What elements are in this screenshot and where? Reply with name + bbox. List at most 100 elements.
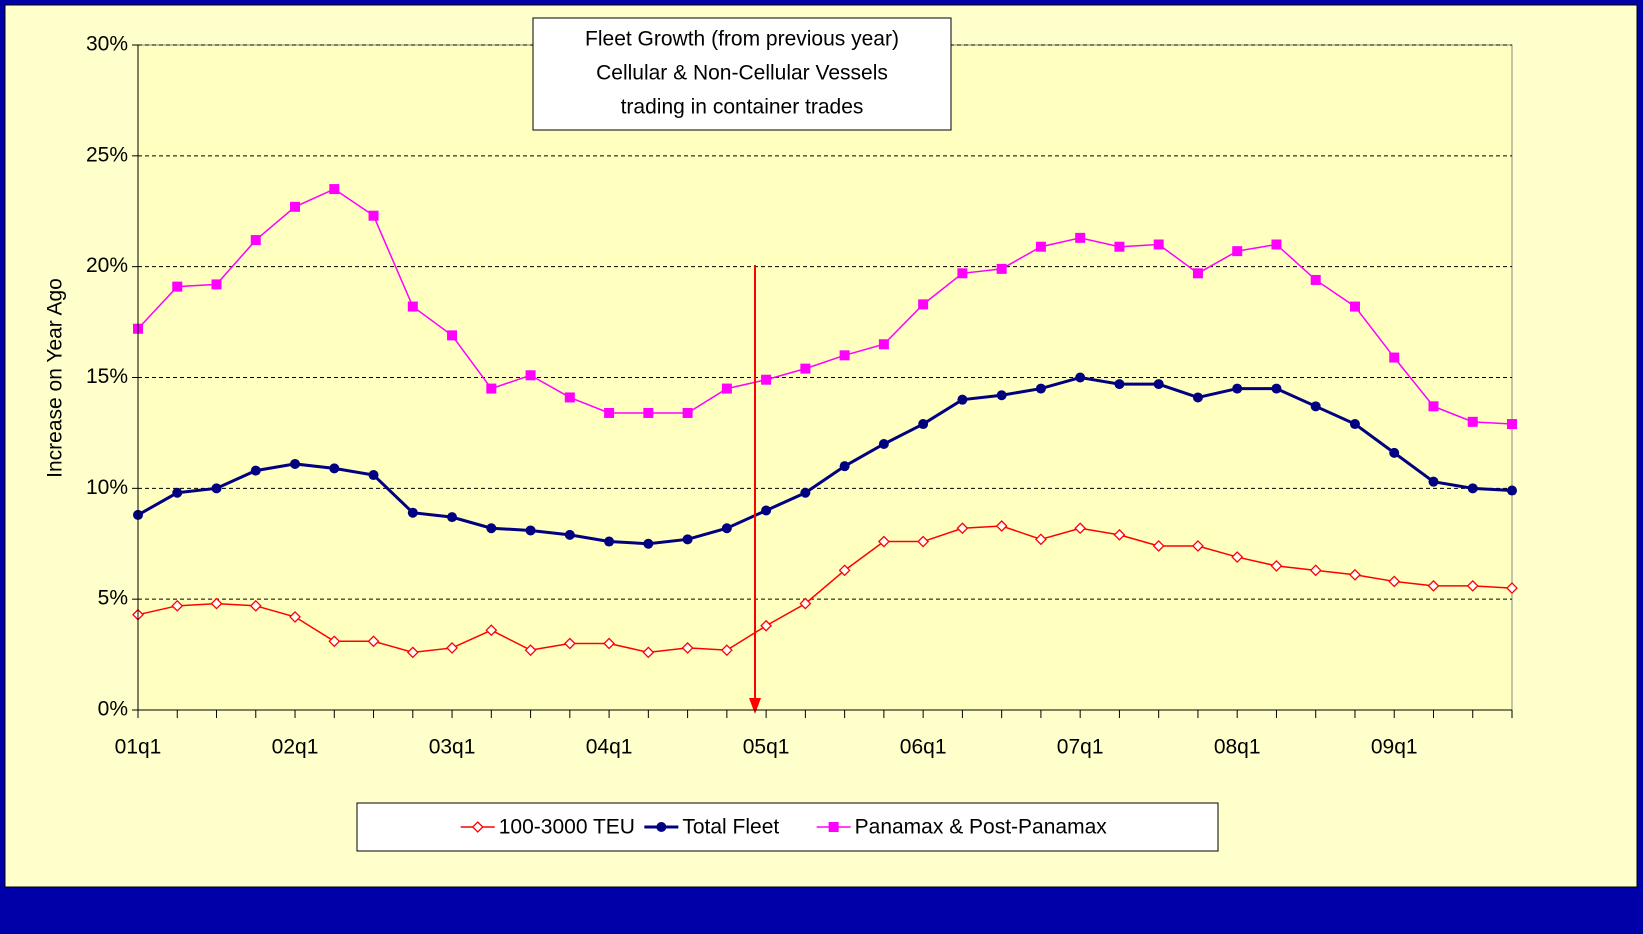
- point: [1075, 372, 1086, 383]
- point: [290, 458, 301, 469]
- x-tick-label: 05q1: [743, 736, 790, 759]
- point: [839, 350, 850, 361]
- point: [642, 646, 655, 659]
- point: [471, 821, 484, 833]
- point: [1349, 419, 1360, 430]
- point: [525, 370, 536, 381]
- point: [1152, 540, 1165, 552]
- point: [1271, 383, 1282, 394]
- x-tick-label: 08q1: [1214, 736, 1261, 759]
- point: [721, 523, 732, 534]
- point: [290, 201, 301, 212]
- point: [329, 463, 340, 474]
- point: [604, 536, 615, 547]
- point: [172, 281, 183, 292]
- point: [289, 610, 301, 623]
- point: [1231, 551, 1244, 563]
- x-tick-label: 01q1: [115, 736, 162, 759]
- point: [525, 525, 536, 536]
- point: [918, 419, 929, 430]
- point: [1428, 401, 1439, 412]
- x-tick-label: 07q1: [1057, 736, 1104, 759]
- point: [447, 330, 458, 341]
- legend-label: 100-3000 TEU: [499, 816, 635, 839]
- y-tick-label: 25%: [86, 143, 128, 166]
- point: [682, 407, 693, 418]
- point: [643, 407, 654, 418]
- point: [210, 597, 223, 610]
- point: [918, 299, 929, 310]
- x-tick-label: 09q1: [1371, 736, 1418, 759]
- point: [682, 534, 693, 545]
- y-tick-label: 0%: [98, 698, 128, 721]
- point: [603, 637, 616, 650]
- point: [1114, 241, 1125, 252]
- point: [956, 522, 969, 535]
- point: [1427, 579, 1440, 592]
- point: [996, 263, 1007, 274]
- point: [828, 822, 839, 832]
- point: [800, 487, 811, 498]
- point: [878, 439, 889, 449]
- point: [604, 407, 615, 418]
- point: [250, 235, 261, 246]
- point: [1310, 274, 1321, 285]
- point: [681, 642, 694, 654]
- title-box: [532, 17, 952, 131]
- point: [524, 644, 537, 657]
- point: [656, 822, 667, 832]
- point: [800, 363, 811, 374]
- legend-box: [356, 802, 1219, 852]
- point: [328, 635, 341, 648]
- point: [838, 564, 851, 577]
- point: [1507, 485, 1517, 496]
- point: [1349, 301, 1360, 312]
- point: [799, 597, 812, 610]
- point: [250, 465, 261, 476]
- x-tick-label: 06q1: [900, 736, 947, 759]
- point: [368, 210, 379, 221]
- point: [368, 470, 379, 481]
- point: [1153, 239, 1164, 250]
- x-tick-label: 03q1: [429, 736, 476, 759]
- point: [1349, 568, 1361, 581]
- point: [486, 523, 497, 534]
- point: [1310, 401, 1321, 412]
- point: [877, 535, 890, 548]
- point: [1270, 559, 1283, 572]
- point: [1192, 540, 1204, 552]
- point: [172, 487, 183, 498]
- series-line: [137, 188, 1513, 425]
- y-tick-label: 30%: [86, 33, 128, 56]
- point: [1035, 241, 1046, 252]
- point: [447, 512, 458, 523]
- point: [1114, 379, 1125, 390]
- point: [564, 392, 575, 403]
- point: [485, 624, 498, 637]
- point: [563, 637, 576, 650]
- point: [407, 507, 418, 518]
- point: [917, 535, 930, 548]
- point: [1035, 383, 1046, 394]
- point: [957, 268, 968, 279]
- series-line: [137, 375, 1513, 546]
- point: [446, 642, 458, 654]
- point: [329, 184, 340, 195]
- point: [1389, 352, 1400, 363]
- point: [1232, 246, 1243, 257]
- y-tick-label: 20%: [86, 254, 128, 277]
- point: [1507, 419, 1517, 430]
- point: [760, 619, 773, 632]
- arrow-head: [749, 698, 761, 714]
- point: [1192, 268, 1203, 279]
- point: [761, 374, 772, 385]
- point: [878, 339, 889, 350]
- x-tick-label: 02q1: [272, 736, 319, 759]
- point: [1388, 575, 1401, 588]
- point: [996, 390, 1007, 401]
- point: [839, 461, 850, 472]
- point: [1506, 582, 1518, 595]
- point: [406, 646, 419, 659]
- point: [211, 483, 222, 494]
